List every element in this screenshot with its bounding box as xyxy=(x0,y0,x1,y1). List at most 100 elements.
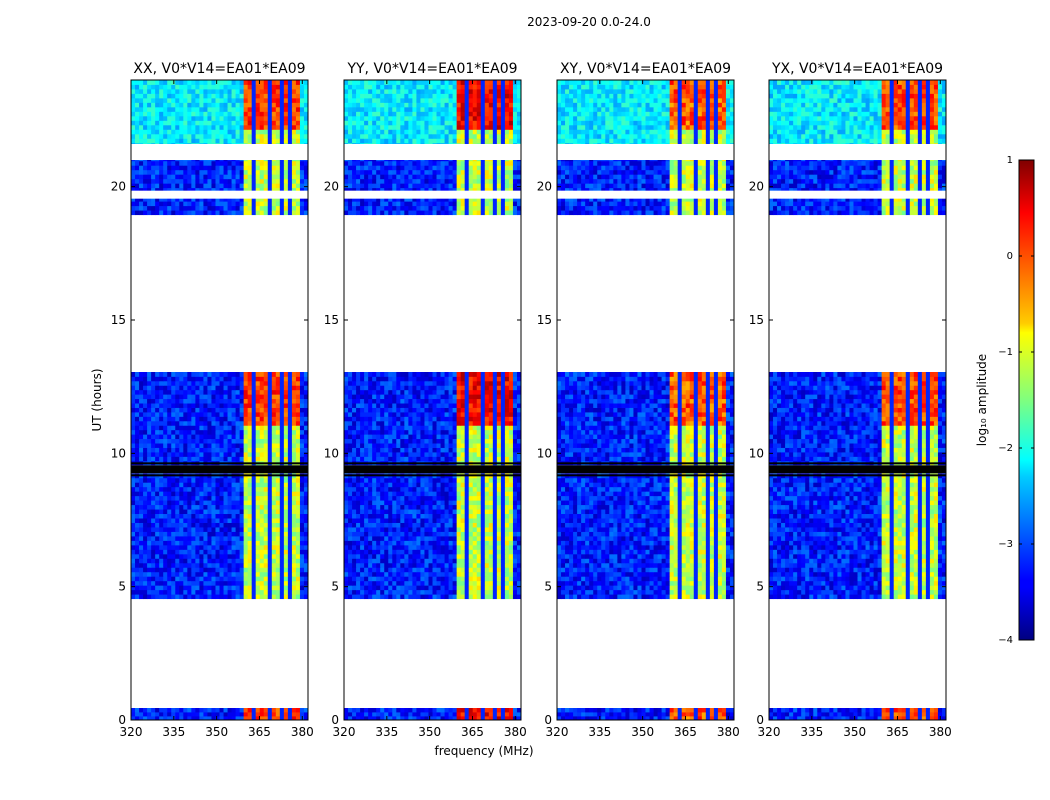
pixel xyxy=(171,178,176,184)
pixel xyxy=(452,536,458,541)
pixel xyxy=(263,443,269,448)
pixel xyxy=(235,138,241,144)
pixel xyxy=(452,531,458,537)
pixel xyxy=(460,558,466,564)
pixel xyxy=(247,120,253,126)
pixel xyxy=(259,412,265,417)
pixel xyxy=(436,544,441,550)
pixel xyxy=(191,380,196,386)
pixel xyxy=(159,477,164,483)
pixel xyxy=(227,447,232,453)
pixel xyxy=(183,553,188,559)
pixel xyxy=(275,708,281,713)
pixel xyxy=(251,477,257,483)
pixel xyxy=(239,452,245,457)
pixel xyxy=(207,513,212,519)
pixel xyxy=(468,549,474,555)
pixel xyxy=(171,88,176,94)
pixel xyxy=(191,531,196,537)
pixel xyxy=(295,438,301,444)
pixel xyxy=(139,205,144,211)
pixel xyxy=(143,376,148,382)
pixel xyxy=(259,115,265,121)
pixel xyxy=(235,495,241,501)
pixel xyxy=(251,93,257,99)
pixel xyxy=(175,531,180,537)
pixel xyxy=(500,585,506,591)
pixel xyxy=(472,531,478,537)
pixel xyxy=(259,106,265,112)
pixel xyxy=(279,160,285,166)
pixel xyxy=(183,452,188,457)
pixel xyxy=(275,129,281,135)
pixel xyxy=(251,403,257,408)
pixel xyxy=(207,178,212,184)
pixel xyxy=(291,380,297,386)
pixel xyxy=(247,398,253,404)
pixel xyxy=(263,518,269,523)
pixel xyxy=(275,716,281,721)
pixel xyxy=(271,106,277,112)
pixel xyxy=(203,178,208,184)
pixel xyxy=(179,580,184,586)
pixel xyxy=(460,580,466,586)
pixel xyxy=(287,452,293,457)
pixel xyxy=(275,169,281,175)
pixel xyxy=(396,540,401,546)
pixel xyxy=(432,482,437,488)
pixel xyxy=(199,513,204,519)
pixel xyxy=(496,708,502,713)
pixel xyxy=(195,84,200,90)
pixel xyxy=(263,102,269,108)
pixel xyxy=(516,553,522,559)
pixel xyxy=(476,491,482,497)
pixel xyxy=(191,477,196,483)
pixel xyxy=(267,129,273,135)
pixel xyxy=(167,580,172,586)
pixel xyxy=(344,522,349,528)
pixel xyxy=(496,504,502,510)
pixel xyxy=(207,553,212,559)
pixel xyxy=(207,210,212,216)
pixel xyxy=(303,589,309,595)
pixel xyxy=(303,183,309,189)
pixel xyxy=(259,549,265,555)
pixel xyxy=(203,567,208,573)
pixel xyxy=(167,403,172,408)
pixel xyxy=(223,376,228,382)
pixel xyxy=(303,712,309,717)
pixel xyxy=(255,585,261,591)
pixel xyxy=(151,576,156,582)
pixel xyxy=(251,115,257,121)
pixel xyxy=(211,187,216,193)
pixel xyxy=(179,138,184,144)
pixel xyxy=(259,567,265,573)
pixel xyxy=(275,500,281,506)
pixel xyxy=(131,385,136,391)
pixel xyxy=(468,716,474,721)
pixel xyxy=(348,531,353,537)
pixel xyxy=(151,482,156,488)
pixel xyxy=(500,509,506,515)
pixel xyxy=(235,416,241,422)
pixel xyxy=(299,527,305,532)
pixel xyxy=(263,708,269,713)
pixel xyxy=(516,527,522,532)
pixel xyxy=(203,527,208,532)
pixel xyxy=(191,452,196,457)
pixel xyxy=(496,562,502,568)
pixel xyxy=(159,708,164,713)
pixel xyxy=(287,97,293,103)
pixel xyxy=(219,165,224,171)
pixel xyxy=(183,210,188,216)
pixel xyxy=(424,527,429,532)
pixel xyxy=(456,580,462,586)
pixel xyxy=(263,553,269,559)
pixel xyxy=(207,160,212,166)
pixel xyxy=(155,589,160,595)
pixel xyxy=(388,536,393,541)
pixel xyxy=(211,518,216,523)
pixel xyxy=(275,425,281,431)
pixel xyxy=(187,102,192,108)
pixel xyxy=(199,708,204,713)
